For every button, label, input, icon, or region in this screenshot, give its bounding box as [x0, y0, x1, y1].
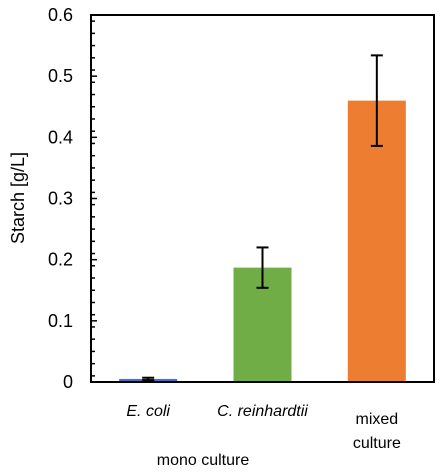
category-label: culture: [353, 435, 401, 452]
y-tick-label: 0.4: [48, 127, 73, 147]
plot-frame: [90, 14, 435, 383]
category-label: mixed: [355, 411, 398, 428]
y-tick-label: 0.5: [48, 66, 73, 86]
y-axis-label: Starch [g/L]: [8, 152, 28, 244]
category-label: E. coli: [126, 403, 170, 420]
y-tick-label: 0.3: [48, 189, 73, 209]
y-tick-label: 0: [63, 372, 73, 392]
y-tick-label: 0.6: [48, 5, 73, 25]
y-tick-label: 0.1: [48, 311, 73, 331]
category-label: C. reinhardtii: [217, 403, 308, 420]
y-tick-label: 0.2: [48, 250, 73, 270]
group-label: mono culture: [157, 452, 250, 469]
bar: [347, 100, 406, 382]
